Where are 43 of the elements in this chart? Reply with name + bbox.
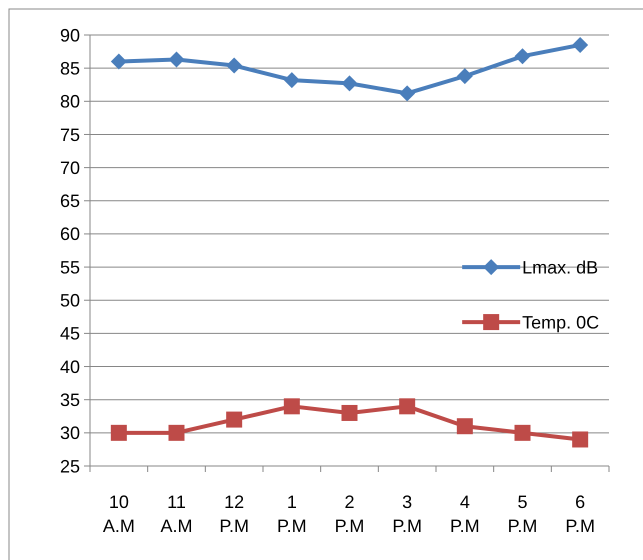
point [342,404,358,421]
legend-label: Temp. 0C [522,312,600,332]
point [456,68,473,84]
point [168,52,184,68]
point [572,36,588,53]
x-tick-label: 2 P.M [334,492,364,536]
y-tick-label: 80 [60,92,80,112]
point [110,424,127,441]
x-tick-label: 3 P.M [392,492,422,536]
point [284,398,300,414]
point [226,412,242,428]
x-tick-label: 11 A.M [160,492,193,536]
point [456,418,473,434]
y-tick-label: 35 [60,390,80,410]
y-tick-label: 55 [60,257,80,278]
point [168,424,184,441]
point [110,54,127,70]
point [342,75,358,92]
x-tick-label: 12 P.M [219,492,250,536]
y-tick-label: 65 [60,191,80,212]
y-tick-label: 90 [60,25,80,46]
y-tick-label: 25 [60,456,80,476]
point [226,58,242,74]
y-tick-label: 30 [60,423,80,444]
point [514,424,530,441]
x-tick-label: 6 P.M [565,492,596,536]
y-tick-label: 45 [60,324,80,344]
x-tick-label: 5 P.M [508,492,538,536]
point [399,85,416,102]
y-tick-label: 85 [60,58,80,78]
y-tick-label: 70 [60,158,80,178]
y-tick-label: 60 [60,224,80,244]
y-tick-label: 75 [60,124,80,145]
point [514,48,530,64]
y-tick-label: 40 [60,356,80,377]
point [572,431,588,448]
x-tick-label: 10 A.M [102,492,135,536]
x-tick-label: 4 P.M [450,492,480,536]
y-tick-label: 50 [60,290,80,311]
legend-label: Lmax. dB [522,257,598,278]
x-tick-label: 1 P.M [276,492,307,536]
point [284,72,300,88]
point [399,398,416,414]
